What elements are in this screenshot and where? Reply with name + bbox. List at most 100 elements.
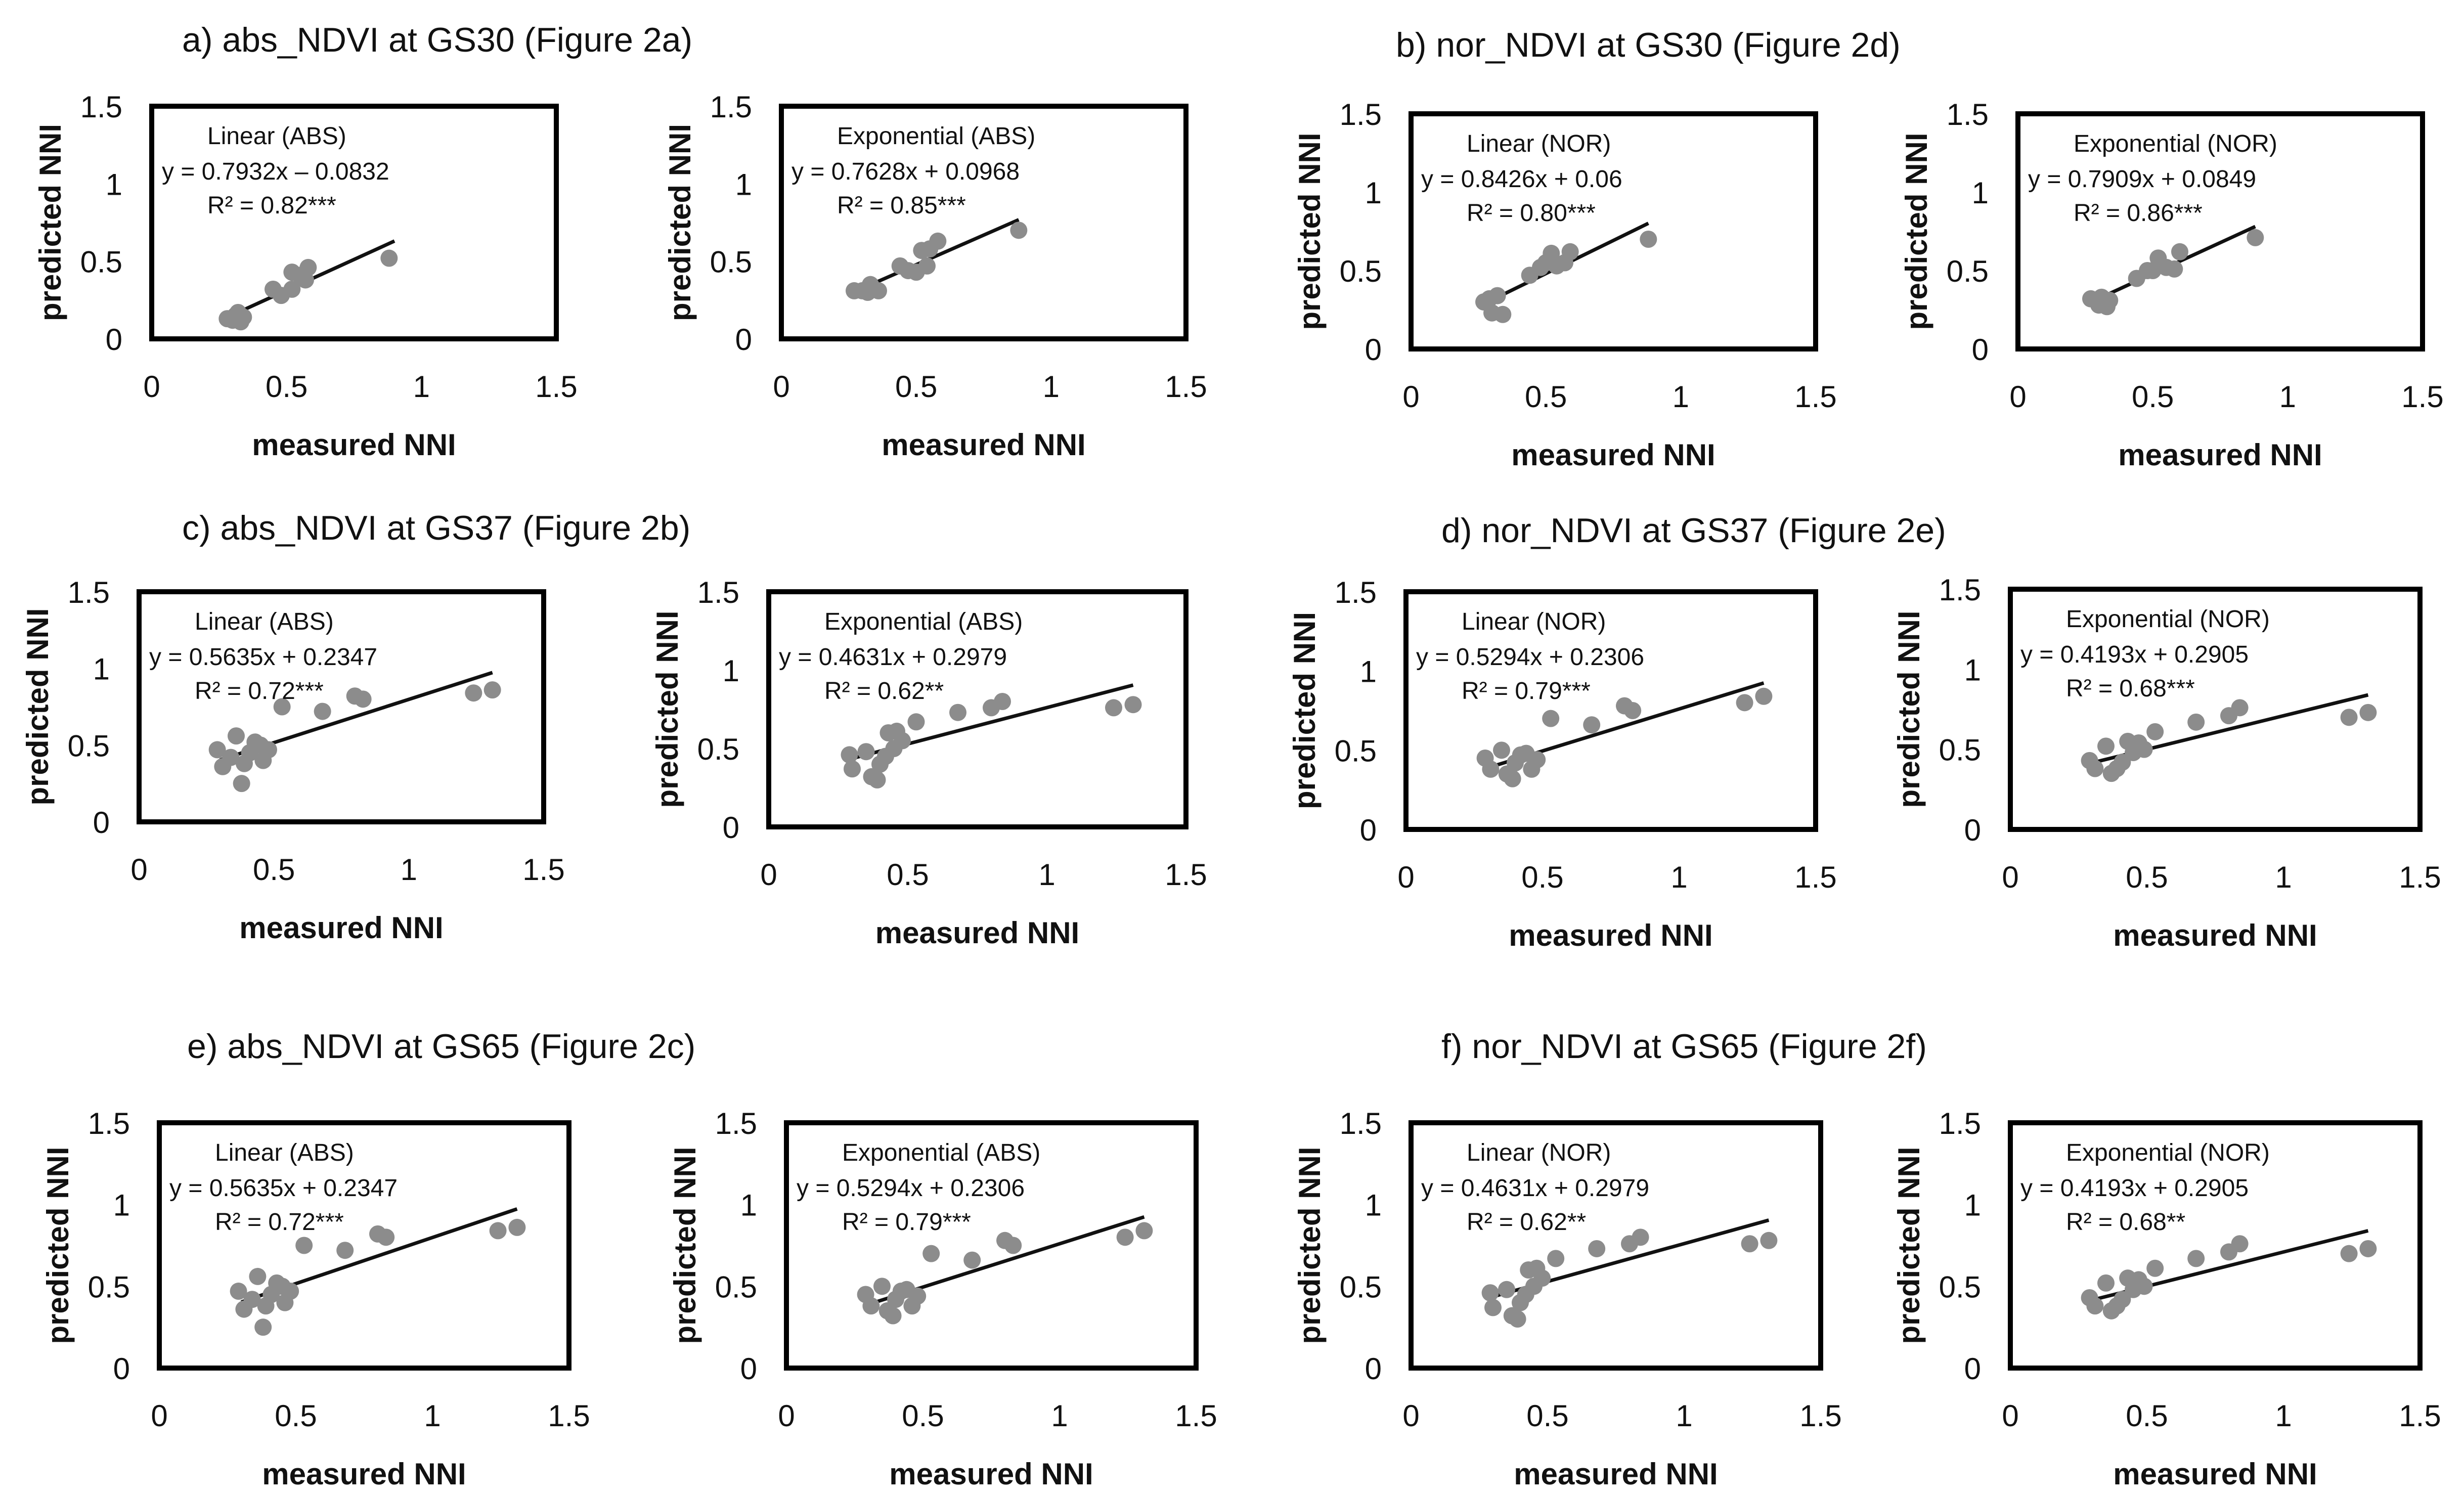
data-point (336, 1242, 354, 1259)
data-point (1760, 1232, 1778, 1249)
y-tick-label: 1.5 (697, 576, 739, 609)
regression-equation: y = 0.7909x + 0.0849 (2028, 166, 2256, 193)
data-point (2171, 243, 2188, 260)
x-axis-label: measured NNI (1511, 438, 1715, 472)
y-axis-label: predicted NNI (21, 608, 55, 805)
y-tick-label: 1.5 (1939, 573, 1981, 607)
data-point (1588, 1240, 1606, 1257)
plot-frame (766, 589, 1189, 829)
data-point (235, 309, 252, 326)
y-tick-label: 0.5 (80, 245, 122, 279)
r-squared-label: R² = 0.68*** (2066, 675, 2195, 702)
model-label: Linear (ABS) (195, 608, 334, 635)
data-point (273, 698, 291, 716)
y-tick-label: 1.5 (710, 90, 752, 124)
x-tick-label: 0.5 (275, 1399, 317, 1433)
data-point (1632, 1228, 1649, 1246)
data-point (929, 232, 947, 250)
x-tick-label: 0.5 (902, 1399, 944, 1433)
x-tick-label: 1.5 (548, 1399, 590, 1433)
x-tick-label: 1.5 (522, 853, 564, 887)
data-point (1542, 710, 1560, 727)
data-point (1533, 1269, 1551, 1287)
plot-frame (2008, 587, 2423, 832)
x-axis-label: measured NNI (252, 428, 456, 462)
y-tick-label: 1 (1360, 655, 1377, 689)
x-tick-label: 1 (2275, 860, 2292, 894)
y-axis-label: predicted NNI (1293, 133, 1327, 330)
y-axis-label: predicted NNI (1892, 610, 1926, 808)
x-axis-label: measured NNI (239, 911, 443, 945)
model-label: Exponential (NOR) (2066, 1139, 2270, 1166)
x-axis-label: measured NNI (2118, 438, 2322, 472)
x-tick-label: 1.5 (2399, 860, 2441, 894)
x-tick-label: 0.5 (2126, 1399, 2168, 1433)
chart-a-linear: 0 0.5 1 1.5 0 0.5 1 1.5 measured NNI predicted NN… (33, 90, 578, 462)
data-point (2231, 1235, 2249, 1253)
x-tick-label: 1.5 (1165, 370, 1207, 404)
y-tick-label: 1 (1972, 176, 1989, 210)
model-label: Exponential (NOR) (2066, 606, 2270, 633)
data-point (249, 1267, 267, 1285)
section-title-e: e) abs_NDVI at GS65 (Figure 2c) (187, 1027, 696, 1066)
data-point (2135, 740, 2153, 758)
y-tick-label: 1 (1365, 1189, 1382, 1222)
data-point (508, 1218, 526, 1236)
y-tick-label: 1 (106, 167, 122, 201)
x-tick-label: 0.5 (1521, 860, 1563, 894)
data-point (1624, 702, 1642, 719)
data-point (1481, 1284, 1499, 1302)
data-point (994, 693, 1011, 710)
y-tick-label: 1 (113, 1189, 130, 1222)
y-tick-label: 1.5 (1947, 98, 1989, 131)
x-tick-label: 0 (151, 1399, 167, 1433)
regression-equation: y = 0.5294x + 0.2306 (1416, 644, 1644, 671)
y-axis-label: predicted NNI (663, 124, 697, 321)
chart-b-exponential: 0 0.5 1 1.5 0 0.5 1 1.5 measured NNI predicted NN… (1900, 98, 2444, 472)
x-tick-label: 1.5 (1794, 860, 1836, 894)
y-tick-label: 0.5 (1335, 734, 1377, 768)
y-tick-label: 0 (1964, 1352, 1981, 1386)
x-tick-label: 1 (2275, 1399, 2292, 1433)
chart-a-exponential: 0 0.5 1 1.5 0 0.5 1 1.5 measured NNI predicted NN… (663, 90, 1207, 462)
y-tick-label: 0 (1964, 813, 1981, 847)
data-point (1498, 1281, 1515, 1298)
regression-equation: y = 0.4631x + 0.2979 (779, 644, 1007, 671)
plot-frame (784, 1120, 1199, 1371)
data-point (1755, 687, 1773, 705)
x-tick-label: 0.5 (895, 370, 937, 404)
x-tick-label: 0 (2002, 1399, 2018, 1433)
model-label: Linear (ABS) (215, 1139, 354, 1166)
r-squared-label: R² = 0.68** (2066, 1209, 2185, 1236)
x-tick-label: 0 (130, 853, 147, 887)
chart-f-exponential: 0 0.5 1 1.5 0 0.5 1 1.5 measured NNI predicted NN… (1892, 1107, 2441, 1491)
y-tick-label: 0.5 (1340, 254, 1382, 288)
data-point (295, 1237, 313, 1254)
data-point (1583, 716, 1601, 734)
y-tick-label: 0 (106, 323, 122, 357)
data-point (2231, 699, 2249, 717)
plot-frame (1403, 589, 1818, 832)
data-point (1640, 231, 1657, 248)
y-tick-label: 0 (740, 1352, 757, 1386)
data-point (1741, 1235, 1758, 1253)
y-tick-label: 1.5 (1340, 1107, 1382, 1140)
y-tick-label: 1.5 (68, 576, 110, 609)
data-point (254, 1318, 272, 1336)
r-squared-label: R² = 0.62** (824, 678, 944, 705)
r-squared-label: R² = 0.85*** (837, 192, 966, 219)
model-label: Linear (NOR) (1462, 608, 1606, 635)
x-tick-label: 1 (424, 1399, 441, 1433)
data-point (1561, 243, 1579, 260)
plot-frame (149, 104, 559, 341)
x-axis-label: measured NNI (882, 428, 1085, 462)
y-tick-label: 1 (723, 654, 739, 688)
y-axis-label: predicted NNI (41, 1147, 75, 1344)
data-point (1736, 694, 1753, 712)
x-axis-label: measured NNI (2113, 1457, 2317, 1491)
y-axis-label: predicted NNI (650, 610, 684, 808)
data-point (2146, 723, 2164, 740)
x-tick-label: 1 (1043, 370, 1060, 404)
x-tick-label: 1 (1670, 860, 1687, 894)
data-point (1488, 287, 1506, 304)
